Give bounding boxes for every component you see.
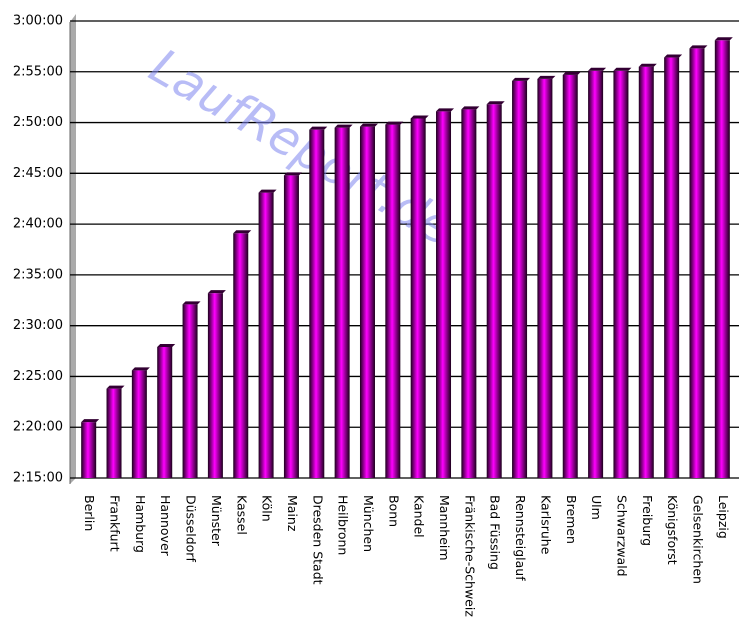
x-tick-label: Bremen bbox=[564, 495, 579, 544]
y-tick-label: 2:30:00 bbox=[13, 318, 63, 333]
x-tick-label: Düsseldorf bbox=[184, 495, 199, 562]
bar-top bbox=[283, 172, 302, 176]
bar bbox=[359, 126, 375, 479]
bar-top bbox=[309, 126, 328, 130]
bar bbox=[283, 175, 299, 478]
bar-top bbox=[410, 115, 429, 119]
bar bbox=[258, 192, 274, 478]
x-tick-label: Fränkische-Schweiz bbox=[462, 495, 477, 617]
bar bbox=[309, 129, 325, 479]
bar bbox=[461, 109, 477, 478]
bar bbox=[410, 118, 426, 478]
bar-top bbox=[461, 106, 480, 110]
bar-top bbox=[81, 419, 100, 423]
bar bbox=[588, 70, 604, 479]
x-tick-label: Rennsteiglauf bbox=[513, 495, 528, 581]
bar bbox=[182, 304, 198, 478]
y-tick-label: 2:40:00 bbox=[13, 217, 63, 232]
x-tick-label: Heilbronn bbox=[336, 495, 351, 555]
bar bbox=[664, 57, 680, 479]
x-tick-label: München bbox=[361, 495, 376, 552]
x-tick-label: Hamburg bbox=[133, 495, 148, 553]
bar-top bbox=[537, 75, 556, 79]
bar bbox=[233, 233, 249, 478]
y-tick-label: 2:35:00 bbox=[13, 267, 63, 282]
bar-top bbox=[385, 121, 404, 125]
axis-wall bbox=[70, 14, 76, 484]
bar-top bbox=[359, 123, 378, 127]
x-tick-label: Kandel bbox=[412, 495, 427, 538]
bar-top bbox=[512, 77, 531, 81]
bar bbox=[385, 124, 401, 478]
bar-top bbox=[486, 101, 505, 105]
bar-top bbox=[689, 45, 708, 49]
x-tick-label: Mannheim bbox=[437, 495, 452, 561]
bar bbox=[537, 78, 553, 479]
bar-top bbox=[714, 37, 733, 41]
bar-top bbox=[562, 71, 581, 75]
x-tick-label: Ulm bbox=[589, 495, 604, 520]
bar bbox=[436, 111, 452, 478]
bar-top bbox=[334, 124, 353, 128]
x-tick-label: Mainz bbox=[285, 495, 300, 532]
bar-top bbox=[233, 230, 252, 234]
x-tick-label: Frankfurt bbox=[108, 495, 123, 552]
bar bbox=[131, 370, 147, 478]
bar bbox=[562, 74, 578, 478]
x-tick-label: Königsforst bbox=[665, 495, 680, 565]
bar-top bbox=[157, 343, 176, 347]
bar bbox=[81, 422, 97, 478]
bar-top bbox=[106, 385, 125, 389]
bar bbox=[613, 70, 629, 479]
x-tick-label: Bonn bbox=[386, 495, 401, 527]
bar-top bbox=[131, 367, 150, 371]
bar bbox=[638, 66, 654, 478]
bar bbox=[106, 388, 122, 478]
bar bbox=[334, 127, 350, 478]
bar-top bbox=[436, 108, 455, 112]
bar bbox=[207, 293, 223, 478]
bar-top bbox=[664, 54, 683, 58]
x-tick-label: Hannover bbox=[158, 495, 173, 557]
bar bbox=[512, 80, 528, 478]
y-tick-label: 2:25:00 bbox=[13, 369, 63, 384]
x-tick-label: Kassel bbox=[234, 495, 249, 535]
bar bbox=[486, 104, 502, 478]
x-tick-label: Karlsruhe bbox=[538, 495, 553, 555]
x-tick-label: Gelsenkirchen bbox=[690, 495, 705, 584]
x-tick-label: Bad Füssing bbox=[488, 495, 503, 570]
x-tick-label: Schwarzwald bbox=[614, 495, 629, 577]
x-tick-label: Berlin bbox=[82, 495, 97, 531]
bar bbox=[157, 346, 173, 478]
x-tick-label: Freiburg bbox=[640, 495, 655, 546]
x-tick-label: Dresden Stadt bbox=[310, 495, 325, 585]
x-tick-label: Münster bbox=[209, 495, 224, 547]
y-tick-label: 2:45:00 bbox=[13, 166, 63, 181]
y-tick-label: 2:50:00 bbox=[13, 115, 63, 130]
x-tick-label: Leipzig bbox=[716, 495, 731, 539]
bar-top bbox=[207, 290, 226, 294]
bar-top bbox=[638, 63, 657, 67]
y-tick-label: 2:15:00 bbox=[13, 471, 63, 486]
y-tick-label: 3:00:00 bbox=[13, 14, 63, 29]
y-tick-label: 2:20:00 bbox=[13, 420, 63, 435]
bar-top bbox=[258, 189, 277, 193]
x-tick-label: Köln bbox=[260, 495, 275, 522]
bar bbox=[689, 48, 705, 479]
bar-top bbox=[613, 67, 632, 71]
bar-top bbox=[588, 67, 607, 71]
y-tick-label: 2:55:00 bbox=[13, 64, 63, 79]
bar-top bbox=[182, 301, 201, 305]
bar bbox=[714, 40, 730, 478]
